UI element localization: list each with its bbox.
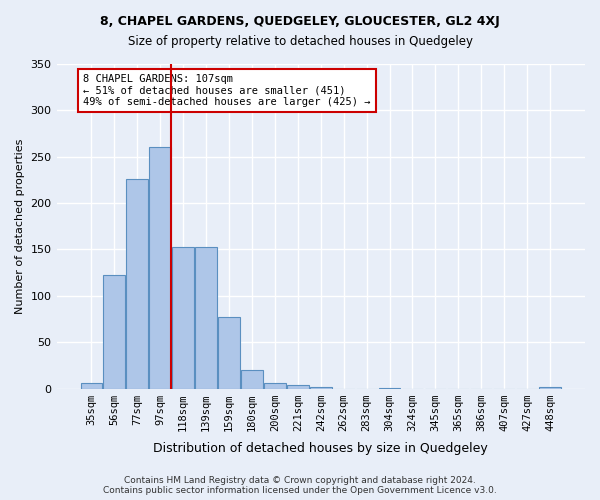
Bar	[539, 386, 561, 388]
Bar	[103, 276, 125, 388]
Bar	[287, 385, 309, 388]
Bar	[80, 383, 103, 388]
Text: 8, CHAPEL GARDENS, QUEDGELEY, GLOUCESTER, GL2 4XJ: 8, CHAPEL GARDENS, QUEDGELEY, GLOUCESTER…	[100, 15, 500, 28]
X-axis label: Distribution of detached houses by size in Quedgeley: Distribution of detached houses by size …	[154, 442, 488, 455]
Text: Contains HM Land Registry data © Crown copyright and database right 2024.
Contai: Contains HM Land Registry data © Crown c…	[103, 476, 497, 495]
Bar	[310, 386, 332, 388]
Bar	[241, 370, 263, 388]
Bar	[149, 148, 171, 388]
Bar	[172, 246, 194, 388]
Bar	[127, 179, 148, 388]
Text: 8 CHAPEL GARDENS: 107sqm
← 51% of detached houses are smaller (451)
49% of semi-: 8 CHAPEL GARDENS: 107sqm ← 51% of detach…	[83, 74, 370, 107]
Bar	[218, 317, 240, 388]
Bar	[195, 246, 217, 388]
Text: Size of property relative to detached houses in Quedgeley: Size of property relative to detached ho…	[128, 35, 473, 48]
Bar	[264, 383, 286, 388]
Y-axis label: Number of detached properties: Number of detached properties	[15, 138, 25, 314]
